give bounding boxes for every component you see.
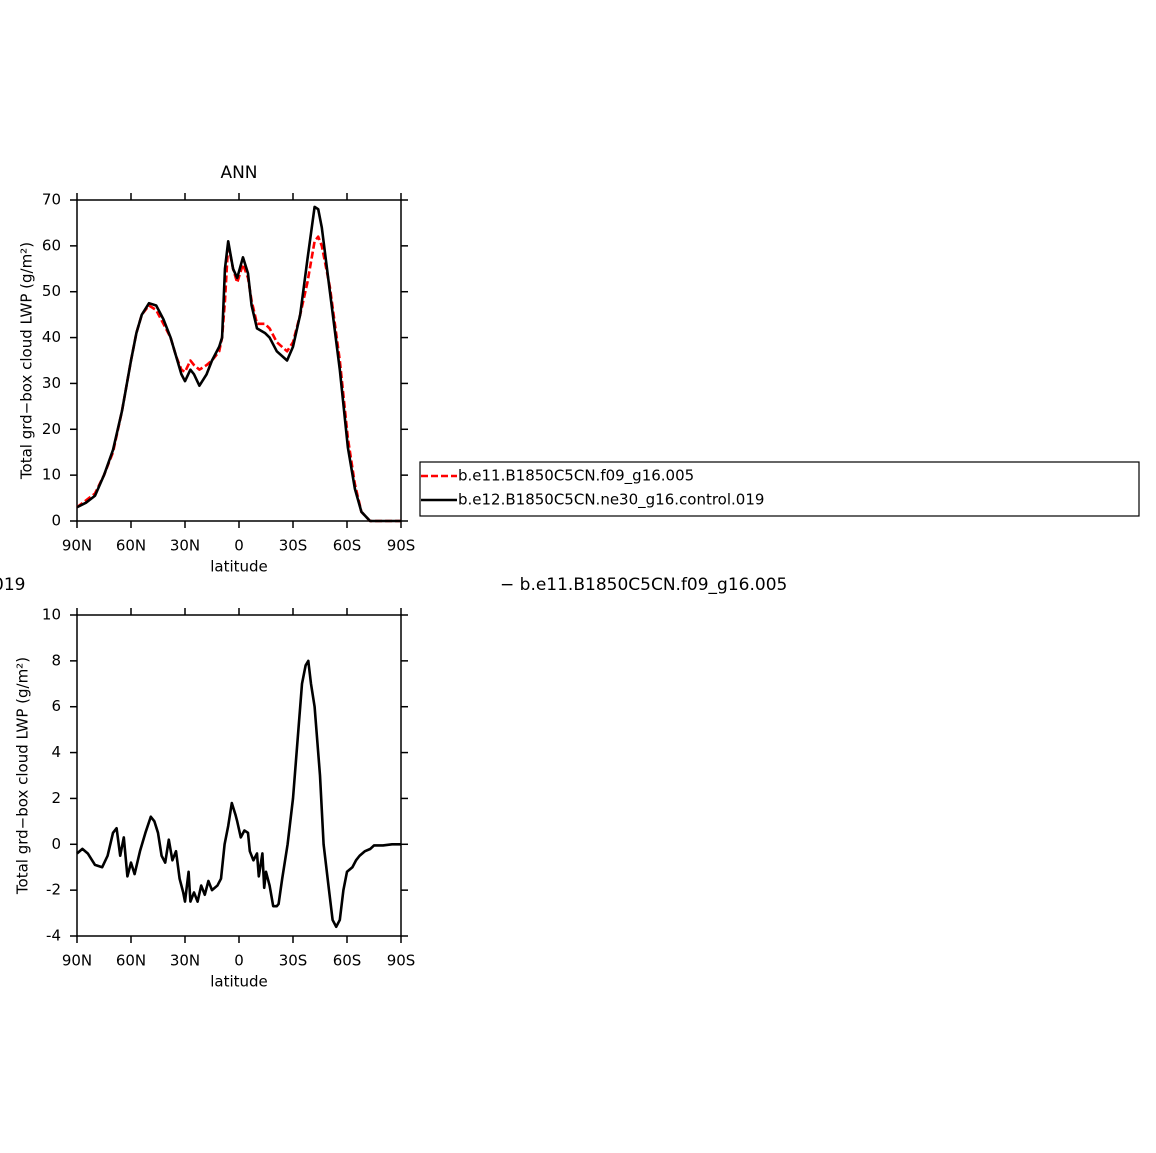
x-tick-label: 60N — [116, 537, 146, 555]
x-tick-label: 30N — [170, 537, 200, 555]
x-tick-label: 30S — [279, 952, 308, 970]
y-tick-label: 70 — [42, 191, 61, 209]
x-tick-label: 90N — [62, 537, 92, 555]
y-tick-label: 8 — [51, 651, 61, 669]
y-tick-label: 40 — [42, 328, 61, 346]
y-tick-label: 0 — [51, 512, 61, 530]
x-tick-label: 30S — [279, 537, 308, 555]
data-line — [76, 235, 401, 523]
x-tick-label: 60S — [333, 952, 362, 970]
y-tick-label: 20 — [42, 420, 61, 438]
chart-title-part: 019 — [0, 575, 25, 595]
y-tick-label: 2 — [51, 789, 61, 807]
legend-label: b.e12.B1850C5CN.ne30_g16.control.019 — [458, 491, 764, 510]
y-tick-label: 50 — [42, 282, 61, 300]
x-tick-label: 0 — [234, 537, 244, 555]
x-axis-label: latitude — [210, 973, 268, 991]
x-tick-label: 0 — [234, 952, 244, 970]
y-axis-label: Total grd−box cloud LWP (g/m²) — [14, 657, 32, 895]
x-tick-label: 30N — [170, 952, 200, 970]
y-tick-label: 4 — [51, 743, 61, 761]
data-line — [76, 205, 401, 523]
y-tick-label: 10 — [42, 606, 61, 624]
y-tick-label: 10 — [42, 466, 61, 484]
chart-title-part: − b.e11.B1850C5CN.f09_g16.005 — [500, 575, 787, 595]
x-tick-label: 60S — [333, 537, 362, 555]
chart-title: ANN — [220, 163, 257, 183]
x-tick-label: 90N — [62, 952, 92, 970]
y-axis-label: Total grd−box cloud LWP (g/m²) — [18, 242, 36, 480]
x-tick-label: 60N — [116, 952, 146, 970]
x-tick-label: 90S — [387, 537, 416, 555]
y-tick-label: -4 — [46, 927, 61, 945]
y-tick-label: 0 — [51, 835, 61, 853]
y-tick-label: -2 — [46, 881, 61, 899]
x-tick-label: 90S — [387, 952, 416, 970]
x-axis-label: latitude — [210, 558, 268, 576]
data-line — [76, 659, 401, 929]
legend-box — [419, 461, 1140, 517]
legend-label: b.e11.B1850C5CN.f09_g16.005 — [458, 467, 694, 486]
y-tick-label: 30 — [42, 374, 61, 392]
y-tick-label: 6 — [51, 697, 61, 715]
y-tick-label: 60 — [42, 236, 61, 254]
